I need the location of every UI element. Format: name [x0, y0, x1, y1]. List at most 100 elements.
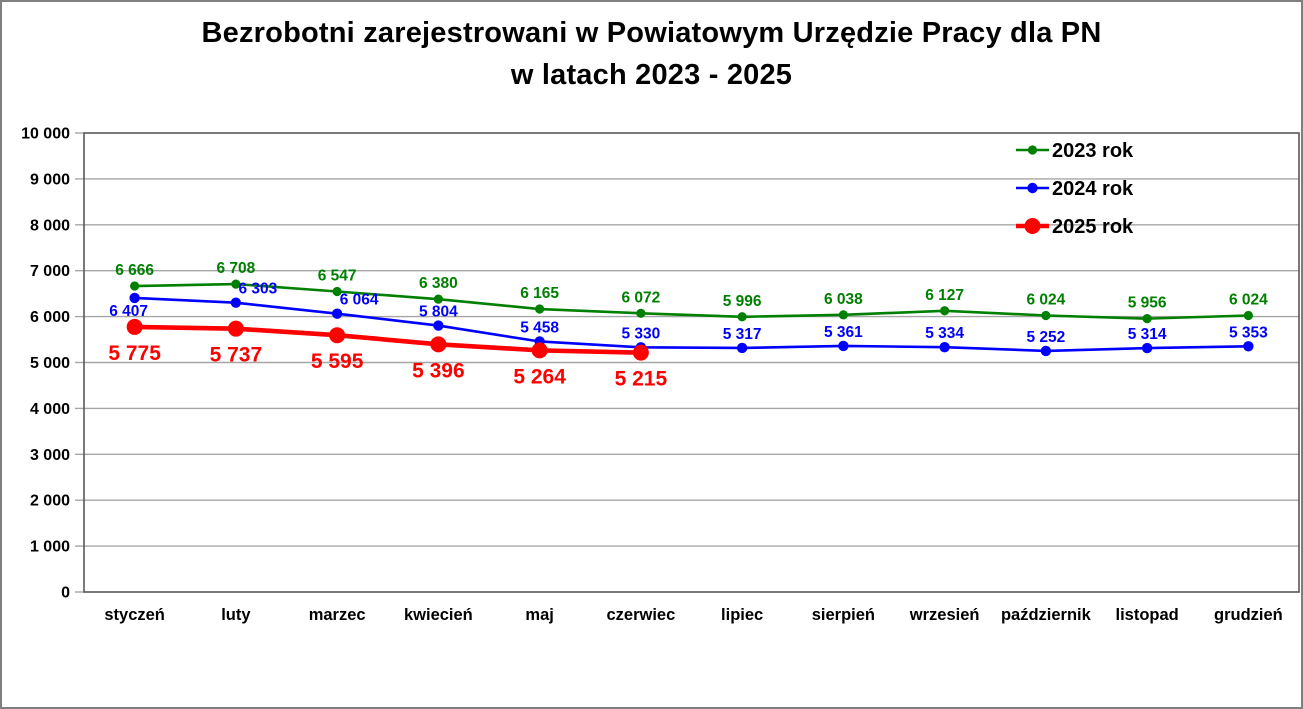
data-point: [129, 292, 140, 304]
legend-label: 2023 rok: [1052, 140, 1134, 162]
legend: 2023 rok 2024 rok 2025 rok: [1016, 140, 1134, 238]
x-axis-label-kwiecie-: kwiecień: [404, 606, 473, 624]
legend-marker: [1027, 182, 1038, 194]
legend-item-2024-rok: 2024 rok: [1016, 178, 1134, 200]
data-label: 5 996: [723, 293, 762, 310]
y-axis-label-10000: 10 000: [21, 126, 70, 143]
data-label: 5 595: [311, 350, 364, 373]
y-axis-label-1000: 1 000: [30, 539, 70, 556]
data-point: [632, 344, 649, 361]
data-label: 6 708: [216, 260, 255, 277]
chart-title-line2: w latach 2023 - 2025: [510, 59, 793, 91]
data-label: 5 396: [412, 359, 465, 382]
data-point: [838, 310, 848, 320]
data-label: 5 215: [615, 368, 668, 391]
data-label: 5 252: [1026, 329, 1065, 346]
data-point: [126, 318, 143, 335]
x-axis-label-wrzesie-: wrzesień: [909, 606, 980, 624]
y-axis-label-8000: 8 000: [30, 217, 70, 234]
data-label: 6 064: [340, 292, 379, 309]
data-point: [531, 342, 548, 359]
data-label: 5 804: [419, 304, 458, 321]
y-axis-label-9000: 9 000: [30, 171, 70, 188]
x-axis-label-luty: luty: [221, 606, 251, 624]
data-point: [939, 341, 950, 353]
data-point: [231, 279, 241, 289]
series-line-2023-rok: [133, 282, 1250, 320]
series-line-2025-rok: [132, 324, 644, 355]
data-point: [433, 294, 443, 304]
series-line-2024-rok: [133, 296, 1250, 353]
plot-border: [83, 132, 1300, 593]
data-label: 5 314: [1128, 326, 1167, 343]
data-label: 6 072: [621, 289, 660, 306]
y-axis-label-6000: 6 000: [30, 309, 70, 326]
legend-item-2023-rok: 2023 rok: [1016, 140, 1134, 162]
data-point: [940, 306, 950, 316]
data-point: [1243, 310, 1253, 321]
data-point: [227, 320, 244, 337]
data-point: [1041, 310, 1051, 321]
data-label: 6 127: [925, 287, 964, 304]
data-label: 6 038: [824, 291, 863, 308]
data-label: 6 407: [109, 303, 148, 320]
chart-title: Bezrobotni zarejestrowani w Powiatowym U…: [2, 12, 1301, 96]
legend-label: 2025 rok: [1052, 216, 1134, 238]
x-axis-label-maj: maj: [525, 606, 553, 624]
x-axis-label-stycze-: styczeń: [104, 606, 165, 624]
data-label: 6 666: [115, 262, 154, 279]
data-label: 5 264: [513, 365, 566, 388]
data-label: 5 361: [824, 324, 863, 341]
data-label: 6 547: [318, 267, 357, 284]
data-point: [331, 308, 343, 319]
data-label: 5 317: [723, 326, 762, 343]
x-axis-label-marzec: marzec: [309, 606, 366, 624]
legend-item-2025-rok: 2025 rok: [1016, 216, 1134, 238]
data-point: [433, 320, 444, 331]
data-label: 5 458: [520, 319, 559, 336]
data-label: 5 330: [621, 325, 660, 342]
series-2024-rok: 6 407 6 303 6 064 5 804 5 458 5 330 5 317 5 361…: [109, 281, 1268, 357]
legend-marker: [1024, 218, 1041, 234]
chart-title-line1: Bezrobotni zarejestrowani w Powiatowym U…: [201, 17, 1102, 49]
data-point: [430, 336, 447, 353]
data-point: [1243, 341, 1254, 352]
data-point: [1040, 345, 1052, 357]
y-axis-label-3000: 3 000: [30, 447, 70, 464]
x-axis-label-lipiec: lipiec: [721, 606, 763, 624]
data-label: 6 024: [1229, 291, 1268, 308]
series-2025-rok: 5 775 5 737 5 595 5 396 5 264 5 215: [108, 318, 668, 391]
x-axis-label-sierpie-: sierpień: [812, 606, 875, 624]
data-point: [737, 312, 747, 322]
data-point: [230, 297, 242, 308]
data-point: [329, 327, 346, 344]
y-axis-label-7000: 7 000: [30, 263, 70, 280]
y-axis-label-4000: 4 000: [30, 401, 70, 418]
data-label: 5 737: [210, 344, 263, 367]
data-label: 5 956: [1128, 295, 1167, 312]
x-axis-label-grudzie-: grudzień: [1214, 606, 1283, 624]
data-label: 6 303: [238, 281, 277, 298]
data-point: [1141, 342, 1153, 354]
legend-marker: [1027, 145, 1038, 155]
data-point: [636, 308, 646, 318]
data-point: [838, 340, 849, 352]
data-label: 5 334: [925, 325, 964, 342]
y-axis-label-5000: 5 000: [30, 355, 70, 372]
data-point: [130, 281, 140, 291]
data-label: 6 024: [1026, 291, 1065, 308]
data-label: 5 775: [108, 342, 161, 365]
series-2023-rok: 6 666 6 708 6 547 6 380 6 165 6 072 5 996 6 038…: [115, 260, 1268, 324]
x-axis-label-listopad: listopad: [1115, 606, 1178, 624]
x-axis-label-czerwiec: czerwiec: [606, 606, 675, 624]
data-point: [1142, 314, 1152, 324]
data-label: 5 353: [1229, 324, 1268, 341]
y-axis-label-2000: 2 000: [30, 493, 70, 510]
data-label: 6 165: [520, 285, 559, 302]
data-point: [736, 342, 748, 354]
data-label: 6 380: [419, 275, 458, 292]
data-point: [332, 286, 342, 297]
data-point: [535, 304, 545, 314]
